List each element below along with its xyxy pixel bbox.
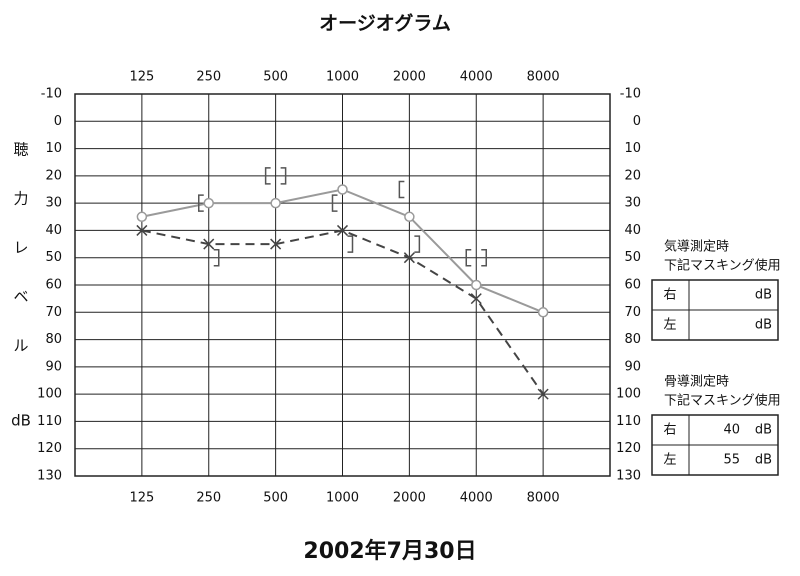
table-heading: 気導測定時 [664, 239, 729, 255]
x-tick-label: 1000 [326, 491, 359, 506]
x-tick-label-top: 500 [263, 70, 288, 85]
marker-circle [537, 307, 549, 318]
chart-title: オージオグラム [319, 12, 451, 35]
table-value: 55 [723, 453, 740, 468]
y-axis-label: 力 [13, 190, 28, 208]
table-unit: dB [755, 288, 772, 303]
table-heading: 下記マスキング使用 [664, 258, 781, 274]
marker-bracket-open [331, 194, 338, 212]
marker-circle [203, 197, 214, 209]
y-tick-label-right: 40 [624, 223, 641, 238]
y-tick-label: 10 [45, 141, 62, 156]
table-ear: 左 [663, 318, 676, 333]
y-tick-label-right: 130 [616, 469, 641, 484]
y-tick-label-right: 10 [624, 141, 641, 156]
y-tick-label-right: -10 [620, 87, 641, 102]
table-unit: dB [755, 453, 772, 468]
marker-circle [404, 211, 415, 223]
y-axis-label: ベ [13, 288, 28, 306]
x-tick-label-top: 4000 [460, 70, 493, 85]
y-tick-label: 40 [45, 223, 62, 238]
x-tick-label: 4000 [460, 491, 493, 506]
y-tick-label: 50 [45, 250, 62, 265]
date: 2002年7月30日 [303, 538, 476, 564]
y-axis-unit: dB [11, 412, 31, 430]
y-axis-label: ル [13, 337, 28, 355]
table-value: 40 [723, 423, 740, 438]
marker-bracket-close [414, 235, 421, 253]
marker-bracket-open [198, 194, 204, 212]
marker-bracket-close [347, 235, 354, 253]
marker-x [336, 224, 349, 236]
y-tick-label-right: 30 [624, 196, 641, 211]
y-tick-label: 60 [45, 278, 62, 293]
y-tick-label-right: 100 [616, 387, 641, 402]
x-tick-label-top: 1000 [326, 70, 359, 85]
table-ear: 右 [663, 423, 676, 438]
y-tick-label: 120 [37, 441, 62, 456]
y-tick-label: 70 [45, 305, 62, 320]
marker-bracket-close [280, 167, 287, 185]
marker-x [537, 388, 549, 400]
table-heading: 骨導測定時 [664, 375, 729, 390]
x-tick-label-top: 250 [196, 70, 221, 85]
y-tick-label-right: 70 [624, 305, 641, 320]
marker-circle [270, 197, 281, 209]
table-ear: 右 [663, 288, 676, 303]
x-tick-label: 2000 [393, 491, 426, 506]
marker-x [470, 293, 482, 305]
y-axis-label: レ [13, 239, 28, 257]
marker-bracket-open [264, 167, 271, 185]
marker-circle [337, 184, 348, 195]
x-tick-label: 250 [196, 491, 221, 506]
marker-circle [136, 211, 148, 223]
y-tick-label: 100 [37, 387, 62, 402]
y-tick-label: 130 [37, 469, 62, 484]
y-tick-label-right: 110 [616, 414, 641, 429]
y-tick-label-right: 60 [624, 278, 641, 293]
y-tick-label: 20 [45, 168, 62, 183]
y-tick-label-right: 0 [633, 114, 641, 129]
x-tick-label: 125 [129, 491, 154, 506]
marker-x [136, 224, 148, 236]
x-tick-label-top: 2000 [393, 70, 426, 85]
y-tick-label: 0 [54, 114, 62, 129]
y-tick-label-right: 50 [624, 250, 641, 265]
marker-bracket-open [398, 180, 405, 199]
marker-bracket-open [465, 248, 472, 267]
y-tick-label-right: 80 [624, 332, 641, 347]
x-tick-label-top: 125 [129, 70, 154, 85]
table-ear: 左 [663, 453, 676, 468]
marker-bracket-close [213, 248, 220, 267]
y-tick-label: 30 [45, 196, 62, 211]
x-tick-label-top: 8000 [527, 70, 560, 85]
x-tick-label: 8000 [527, 491, 560, 506]
table-unit: dB [755, 318, 772, 333]
table-heading: 下記マスキング使用 [664, 393, 781, 409]
y-tick-label-right: 90 [624, 359, 641, 374]
marker-circle [471, 279, 482, 291]
y-tick-label-right: 20 [624, 168, 641, 183]
marker-x [203, 238, 215, 250]
y-tick-label: -10 [41, 87, 62, 102]
table-unit: dB [755, 423, 772, 438]
y-tick-label: 90 [45, 359, 62, 374]
y-tick-label-right: 120 [616, 441, 641, 456]
marker-bracket-close [481, 248, 487, 267]
y-tick-label: 110 [37, 414, 62, 429]
y-axis-label: 聴 [13, 141, 28, 159]
y-tick-label: 80 [45, 332, 62, 347]
x-tick-label: 500 [263, 491, 288, 506]
marker-x [270, 238, 282, 250]
marker-x [403, 252, 415, 264]
